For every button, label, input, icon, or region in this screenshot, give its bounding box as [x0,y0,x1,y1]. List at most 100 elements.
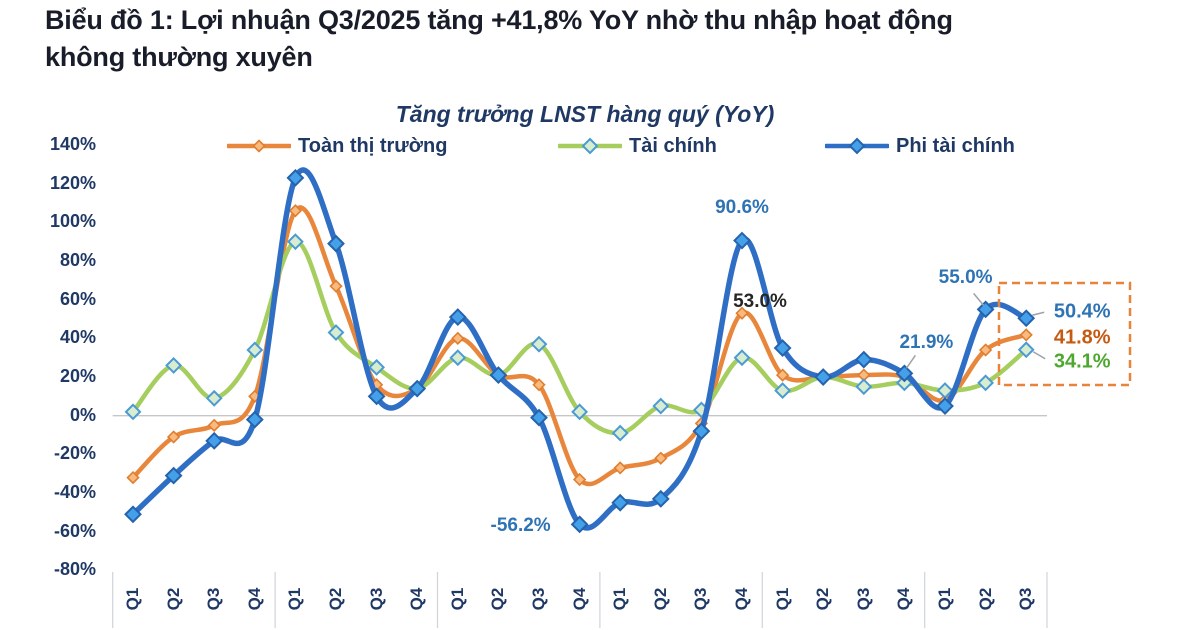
chart-title: Tăng trưởng LNST hàng quý (YoY) [395,101,775,127]
data-point-marker [814,368,833,386]
data-point-marker [246,341,264,359]
data-point-marker [368,358,386,376]
x-tick-label: Q4 [244,587,264,611]
highlight-box [997,281,1132,387]
data-point-marker [735,306,749,320]
legend-line-diamond-marker-icon [227,139,291,153]
annotation-50.4: 50.4% [1053,300,1111,323]
data-point-marker [448,308,467,327]
legend-line-diamond-marker-icon [558,137,622,155]
y-tick-label: 40% [59,327,96,348]
data-point-marker [530,335,548,353]
data-point-marker [207,418,221,432]
figure-heading-line1: Biểu đồ 1: Lợi nhuận Q3/2025 tăng +41,8%… [45,5,953,35]
data-point-marker [367,387,386,406]
x-tick-label: Q1 [447,587,467,611]
x-tick-label: Q4 [407,587,427,611]
data-point-marker [570,515,589,534]
data-point-marker [288,204,303,218]
data-point-marker [408,379,427,398]
x-tick-label: Q1 [123,587,142,611]
legend-label: Toàn thị trường [298,134,448,157]
data-point-marker [164,466,183,485]
legend-item-phi-tai-chinh: Phi tài chính [825,133,1015,159]
data-point-marker [733,349,751,367]
data-point-marker [449,349,467,367]
annotation-leader-line [973,292,985,306]
data-point-marker [613,461,627,475]
x-tick-label: Q2 [326,587,345,611]
data-point-marker [651,489,670,508]
data-point-marker [611,493,630,512]
x-tick-label: Q1 [935,587,954,611]
data-point-marker [327,324,345,341]
annotation-21.9: 21.9% [899,332,954,354]
data-point-marker [489,366,508,385]
y-tick-label: 80% [59,250,96,271]
x-tick-label: Q3 [691,587,711,611]
data-point-marker [733,231,751,250]
x-tick-label: Q1 [610,587,630,611]
data-point-marker [1019,328,1033,342]
data-point-marker [286,168,305,187]
data-point-marker [572,472,587,487]
x-tick-label: Q2 [650,587,670,611]
annotation-41.8: 41.8% [1053,326,1111,349]
x-tick-label: Q2 [488,587,508,611]
x-tick-label: Q2 [163,587,183,611]
y-tick-label: 0% [69,404,96,425]
data-point-marker [205,431,224,450]
data-point-marker [124,403,142,421]
data-point-marker [854,350,873,369]
legend-label: Tài chính [629,134,717,157]
y-tick-label: -40% [53,482,96,503]
data-point-marker [126,470,140,485]
annotation-leader-line [1032,311,1045,316]
data-point-marker [652,397,670,415]
x-tick-label: Q3 [366,587,386,611]
data-point-marker [976,300,995,319]
x-tick-label: Q2 [813,587,833,611]
annotation-34.1: 34.1% [1053,350,1111,373]
y-tick-label: 140% [49,134,96,154]
data-point-marker [530,408,548,427]
legend-line-diamond-marker-icon [825,137,889,155]
data-point-marker [978,343,993,357]
figure-heading: Biểu đồ 1: Lợi nhuận Q3/2025 tăng +41,8%… [45,2,1165,76]
data-point-marker [654,451,668,465]
data-point-marker [895,364,914,383]
x-tick-label: Q4 [569,587,589,611]
data-point-marker [205,389,223,407]
x-tick-label: Q1 [772,587,792,611]
data-point-marker [165,357,183,374]
figure-heading-line2: không thường xuyên [45,42,313,72]
data-point-marker [532,378,546,392]
data-point-marker [451,331,465,345]
annotation-53.0: 53.0% [733,291,787,313]
x-tick-label: Q3 [853,587,873,611]
data-point-marker [936,397,954,415]
data-point-marker [166,430,181,444]
legend-label: Phi tài chính [896,134,1015,157]
x-tick-label: Q3 [529,587,548,611]
y-tick-label: 60% [59,288,96,309]
data-point-marker [774,382,792,399]
y-tick-label: 120% [49,172,96,193]
data-point-marker [773,339,792,357]
y-tick-label: 100% [49,211,96,232]
data-point-marker [855,378,873,396]
annotation-55.0: 55.0% [938,267,993,289]
data-point-marker [327,234,345,253]
annotation-90.6: 90.6% [715,196,769,218]
x-tick-label: Q4 [732,587,751,611]
data-point-marker [775,368,790,382]
legend-item-toan-thi-truong: Toàn thị trường [227,133,447,159]
y-tick-label: 20% [59,366,96,387]
y-tick-label: -80% [53,559,96,580]
x-tick-label: Q2 [975,587,995,611]
x-tick-label: Q3 [1016,587,1036,611]
x-tick-label: Q4 [894,587,914,611]
data-point-marker [1017,341,1035,359]
